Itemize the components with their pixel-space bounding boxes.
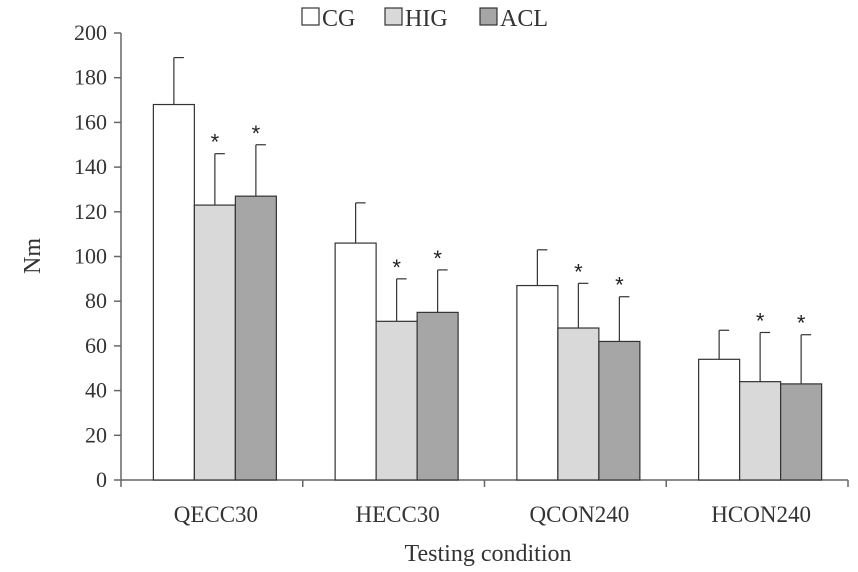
y-tick-label: 200: [74, 20, 107, 45]
significance-marker: *: [574, 259, 583, 284]
legend: CG HIG ACL: [301, 6, 548, 32]
significance-marker: *: [392, 255, 401, 280]
y-tick-label: 40: [85, 378, 107, 403]
y-tick-label: 0: [96, 467, 107, 492]
legend-swatch: [479, 7, 498, 26]
y-tick-label: 20: [85, 422, 107, 447]
significance-marker: *: [252, 121, 261, 146]
bar: [152, 103, 195, 481]
y-tick-label: 180: [74, 65, 107, 90]
significance-marker: *: [433, 246, 442, 271]
bar: [780, 383, 823, 481]
x-category-label: HCON240: [711, 502, 811, 527]
legend-swatch: [384, 7, 403, 26]
bar: [598, 340, 641, 481]
bar: [193, 204, 236, 481]
legend-label: HIG: [405, 6, 448, 32]
x-category-label: QECC30: [174, 502, 258, 527]
bar: [557, 327, 600, 481]
bar: [698, 358, 741, 481]
y-tick-label: 140: [74, 154, 107, 179]
y-axis-title: Nm: [20, 238, 46, 274]
y-tick-label: 100: [74, 244, 107, 269]
legend-label: ACL: [500, 6, 548, 32]
y-tick-label: 160: [74, 109, 107, 134]
x-category-label: HECC30: [355, 502, 439, 527]
bars: * * * * * * * *: [152, 56, 823, 481]
bar: [416, 311, 459, 481]
x-axis: QECC30 HECC30 QCON240 HCON240: [120, 479, 849, 527]
bar: [375, 320, 418, 481]
y-tick-label: 120: [74, 199, 107, 224]
x-category-label: QCON240: [530, 502, 630, 527]
y-tick-label: 60: [85, 333, 107, 358]
significance-marker: *: [615, 273, 624, 298]
significance-marker: *: [756, 308, 765, 333]
significance-marker: *: [211, 130, 220, 155]
bar: [516, 284, 559, 481]
legend-label: CG: [322, 6, 355, 32]
y-axis: 0 20 40 60 80 100 120 140 160 180 200: [74, 20, 122, 492]
x-axis-title: Testing condition: [405, 541, 572, 567]
significance-marker: *: [797, 311, 806, 336]
y-tick-label: 80: [85, 288, 107, 313]
legend-swatch: [301, 7, 320, 26]
bar: [739, 381, 782, 481]
bar: [334, 242, 377, 481]
bar: [234, 195, 277, 481]
